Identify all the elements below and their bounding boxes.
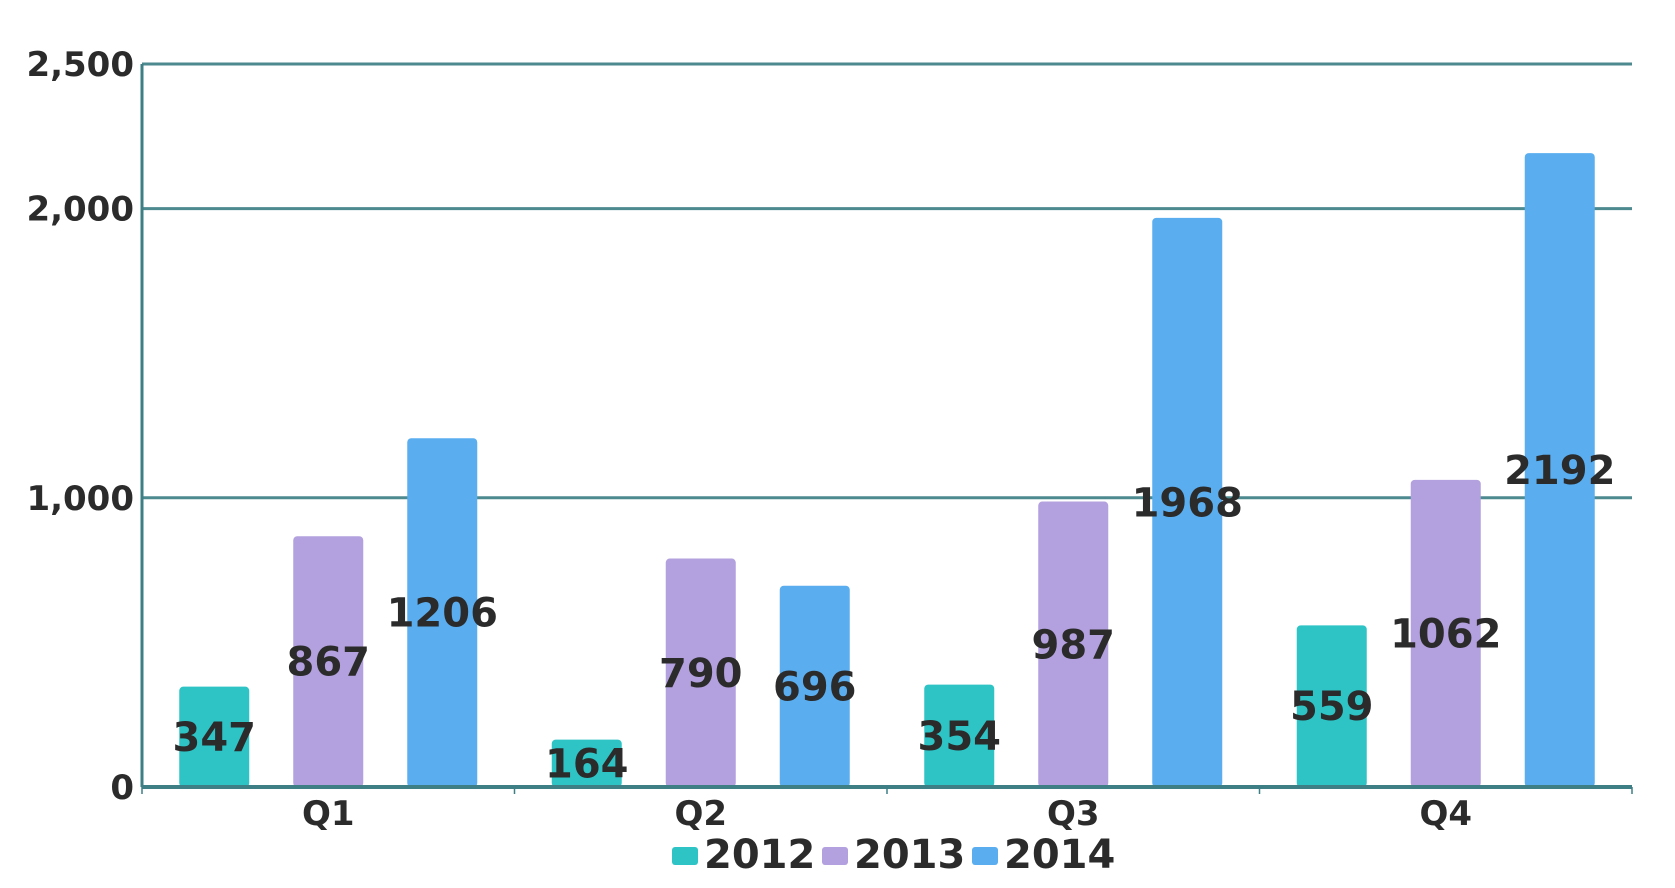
x-tick-label: Q1 — [302, 794, 355, 834]
legend-swatch-2014 — [972, 847, 998, 865]
data-label: 559 — [1290, 684, 1374, 730]
x-axis-ticks: Q1 Q2 Q3 Q4 — [302, 794, 1472, 834]
bar-2014-Q1 — [407, 438, 478, 787]
data-label: 867 — [287, 640, 371, 686]
data-label: 790 — [659, 651, 743, 697]
y-tick-label: 0 — [110, 768, 134, 808]
data-label: 347 — [173, 715, 257, 761]
data-label: 1062 — [1390, 611, 1501, 657]
data-label: 696 — [773, 664, 857, 710]
data-label: 2192 — [1504, 448, 1615, 494]
bar-2014-Q2 — [779, 585, 850, 787]
axes — [140, 64, 1633, 794]
legend-swatch-2012 — [672, 847, 698, 865]
legend-label-2014: 2014 — [1004, 832, 1115, 878]
y-tick-label: 1,000 — [26, 479, 134, 519]
legend-label-2012: 2012 — [704, 832, 815, 878]
bar-2012-Q4 — [1296, 625, 1367, 787]
x-tick-label: Q2 — [674, 794, 727, 834]
bar-2013-Q3 — [1038, 501, 1109, 787]
data-label: 354 — [918, 714, 1002, 760]
legend-swatch-2013 — [822, 847, 848, 865]
bar-2013-Q2 — [665, 558, 736, 787]
bar-2012-Q2 — [551, 739, 622, 787]
data-label: 1968 — [1132, 480, 1243, 526]
bar-2012-Q1 — [179, 686, 250, 787]
y-axis-ticks: 0 1,000 2,000 2,500 — [26, 45, 134, 808]
bar-2012-Q3 — [924, 684, 995, 787]
y-tick-label: 2,000 — [26, 190, 134, 230]
legend: 2012 2013 2014 — [672, 832, 1115, 878]
x-tick-label: Q3 — [1047, 794, 1100, 834]
data-label: 1206 — [387, 591, 498, 637]
legend-label-2013: 2013 — [854, 832, 965, 878]
data-label: 164 — [545, 741, 629, 787]
bar-2013-Q1 — [293, 536, 364, 787]
gridlines — [142, 62, 1632, 500]
bar-2013-Q4 — [1410, 479, 1481, 787]
x-tick-label: Q4 — [1419, 794, 1472, 834]
y-tick-label: 2,500 — [26, 45, 134, 85]
bar-2014-Q4 — [1524, 153, 1595, 787]
data-labels: 347 867 1206 164 790 696 354 987 1968 559 1062 2192 — [173, 448, 1616, 787]
bar-2014-Q3 — [1152, 217, 1223, 788]
bars — [179, 153, 1595, 788]
data-label: 987 — [1032, 622, 1116, 668]
